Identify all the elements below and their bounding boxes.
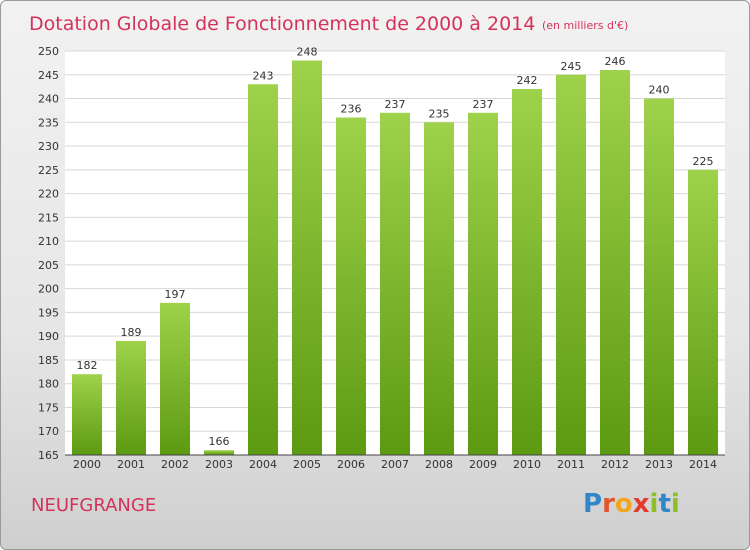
bar-2014 — [688, 169, 718, 455]
bar-2012 — [600, 70, 630, 455]
x-tick-label: 2001 — [117, 458, 145, 471]
bar-value-label: 243 — [253, 69, 274, 82]
bar-2002 — [160, 302, 190, 455]
y-tick-label: 250 — [38, 45, 59, 58]
x-tick-label: 2009 — [469, 458, 497, 471]
bar-2004 — [248, 84, 278, 455]
x-tick-label: 2005 — [293, 458, 321, 471]
bar-value-label: 248 — [297, 46, 318, 59]
bar-value-label: 237 — [385, 98, 406, 111]
bar-value-label: 182 — [77, 359, 98, 372]
bar-value-label: 166 — [209, 435, 230, 448]
y-tick-label: 220 — [38, 188, 59, 201]
bar-value-label: 225 — [693, 155, 714, 168]
proxiti-logo[interactable]: Proxiti — [583, 489, 680, 519]
x-tick-label: 2003 — [205, 458, 233, 471]
x-tick-label: 2011 — [557, 458, 585, 471]
bar-2008 — [424, 122, 454, 455]
y-tick-label: 240 — [38, 93, 59, 106]
y-tick-label: 225 — [38, 164, 59, 177]
bar-2003 — [204, 450, 234, 455]
y-tick-label: 170 — [38, 425, 59, 438]
x-tick-label: 2002 — [161, 458, 189, 471]
bar-2011 — [556, 74, 586, 455]
x-tick-label: 2008 — [425, 458, 453, 471]
y-tick-label: 205 — [38, 259, 59, 272]
x-tick-label: 2014 — [689, 458, 717, 471]
bar-2013 — [644, 98, 674, 455]
bar-value-label: 237 — [473, 98, 494, 111]
bar-2001 — [116, 340, 146, 455]
chart-unit-label: (en milliers d'€) — [542, 19, 628, 32]
y-tick-label: 235 — [38, 116, 59, 129]
y-tick-label: 185 — [38, 354, 59, 367]
x-tick-label: 2012 — [601, 458, 629, 471]
bar-value-label: 246 — [605, 55, 626, 68]
chart-title: Dotation Globale de Fonctionnement de 20… — [29, 13, 535, 35]
bar-2009 — [468, 112, 498, 455]
bar-value-label: 236 — [341, 103, 362, 116]
y-tick-label: 230 — [38, 140, 59, 153]
bar-value-label: 240 — [649, 84, 670, 97]
x-tick-label: 2010 — [513, 458, 541, 471]
bar-value-label: 189 — [121, 326, 142, 339]
bar-2010 — [512, 89, 542, 455]
y-tick-label: 210 — [38, 235, 59, 248]
bar-value-label: 242 — [517, 74, 538, 87]
y-tick-label: 245 — [38, 69, 59, 82]
y-tick-label: 165 — [38, 449, 59, 462]
bar-2007 — [380, 112, 410, 455]
bar-2006 — [336, 117, 366, 456]
y-tick-label: 175 — [38, 401, 59, 414]
x-tick-label: 2000 — [73, 458, 101, 471]
x-tick-label: 2006 — [337, 458, 365, 471]
y-tick-label: 195 — [38, 306, 59, 319]
bar-2005 — [292, 60, 322, 455]
x-tick-label: 2007 — [381, 458, 409, 471]
y-tick-label: 180 — [38, 378, 59, 391]
x-tick-label: 2013 — [645, 458, 673, 471]
bar-2000 — [72, 374, 102, 455]
bar-value-label: 197 — [165, 288, 186, 301]
y-tick-label: 215 — [38, 211, 59, 224]
commune-name: NEUFGRANGE — [31, 495, 157, 516]
x-tick-label: 2004 — [249, 458, 277, 471]
bar-value-label: 235 — [429, 107, 450, 120]
y-tick-label: 200 — [38, 283, 59, 296]
bar-value-label: 245 — [561, 60, 582, 73]
y-tick-label: 190 — [38, 330, 59, 343]
